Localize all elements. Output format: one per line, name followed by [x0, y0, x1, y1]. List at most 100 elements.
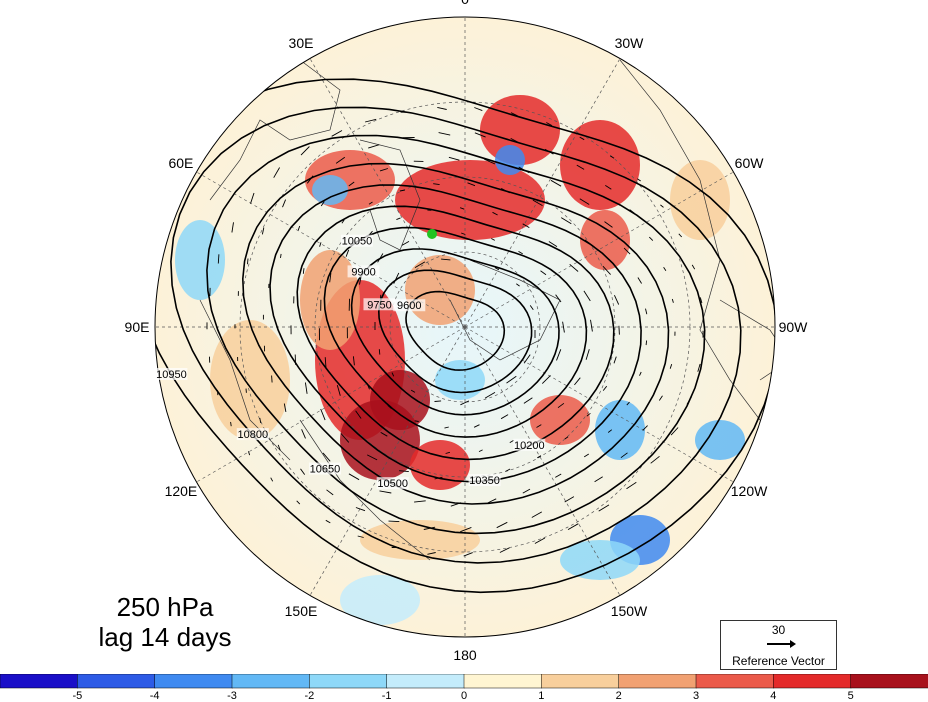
wind-vector — [523, 354, 531, 364]
wind-vector — [437, 106, 447, 110]
wind-vector — [585, 349, 590, 360]
wind-vector — [518, 166, 530, 174]
wind-vector — [461, 232, 466, 235]
wind-vector — [594, 476, 603, 483]
wind-vector — [540, 270, 547, 276]
wind-vector — [567, 523, 579, 530]
contour-label-bg — [468, 474, 501, 487]
wind-vector — [355, 507, 366, 512]
wind-vector — [556, 349, 562, 361]
wind-vectors — [206, 106, 704, 557]
longitude-label: 120E — [165, 483, 198, 499]
colorbar-tick-label: 2 — [615, 690, 622, 702]
wind-vector — [336, 384, 341, 396]
wind-vector — [399, 470, 409, 473]
wind-vector — [387, 405, 392, 409]
coastlines — [199, 59, 775, 561]
wind-vector — [380, 432, 388, 437]
contour-label: 10800 — [237, 429, 268, 441]
colorbar-tick-label: 5 — [847, 690, 854, 702]
contour-label: 10350 — [469, 475, 500, 487]
anomaly-patch — [530, 395, 590, 445]
wind-vector — [534, 537, 546, 544]
reference-vector-box: 30 Reference Vector — [720, 620, 837, 670]
contour-label-bg — [347, 265, 380, 278]
wind-vector — [379, 168, 389, 172]
wind-vector — [320, 201, 325, 207]
parallel-circle — [314, 176, 616, 478]
wind-vector — [444, 426, 449, 429]
wind-vector — [368, 230, 373, 236]
wind-vector — [391, 372, 395, 377]
wind-vector — [637, 178, 641, 182]
wind-vector — [626, 481, 637, 490]
anomaly-patch — [370, 370, 430, 430]
longitude-label: 120W — [731, 483, 768, 499]
wind-vector — [324, 357, 327, 370]
wind-vector — [669, 363, 673, 369]
anomaly-patch — [560, 540, 640, 580]
wind-vector — [671, 298, 674, 303]
wind-vector — [306, 175, 314, 184]
wind-vector — [396, 217, 401, 221]
wind-vector — [576, 164, 585, 170]
wind-vector — [510, 138, 521, 144]
meridian-line — [464, 326, 734, 483]
wind-vector — [691, 264, 696, 270]
wind-vector — [583, 453, 590, 458]
anomaly-patch — [560, 120, 640, 210]
contour-label: 9750 — [367, 299, 391, 311]
anomaly-patch — [175, 220, 225, 300]
wind-vector — [645, 308, 648, 315]
wind-vector — [445, 451, 451, 454]
wind-vector — [217, 254, 220, 264]
wind-vector — [541, 375, 551, 384]
reference-vector-value: 30 — [771, 623, 786, 637]
contour-label-bg — [363, 298, 396, 311]
wind-vector — [613, 295, 620, 305]
wind-vector — [660, 204, 664, 208]
contour-line — [155, 78, 775, 594]
wind-vector — [590, 319, 593, 332]
anomaly-patch — [312, 175, 348, 205]
coastline-segment — [359, 139, 421, 251]
wind-vector — [366, 454, 378, 461]
wind-vector — [620, 452, 628, 459]
anomaly-patch — [210, 320, 290, 440]
wind-vector — [629, 209, 635, 214]
wind-vector — [607, 429, 613, 433]
wind-vector — [434, 400, 442, 402]
wind-vector — [605, 185, 612, 190]
anomaly-patch — [405, 255, 475, 325]
wind-vector — [487, 498, 497, 504]
wind-vector — [459, 207, 465, 210]
wind-vector — [414, 420, 419, 422]
wind-vector — [414, 261, 426, 268]
lag-title: lag 14 days — [98, 622, 232, 652]
wind-vector — [574, 377, 581, 386]
wind-vector — [388, 520, 400, 523]
contour-label: 10500 — [377, 478, 408, 490]
wind-vector — [319, 242, 322, 247]
pressure-level-title: 250 hPa — [116, 592, 214, 622]
wind-vector — [699, 297, 703, 304]
wind-vector — [271, 375, 273, 383]
wind-vector — [248, 451, 251, 456]
wind-vector — [560, 217, 572, 225]
colorbar-swatch — [386, 674, 465, 689]
meridian-line — [196, 171, 466, 328]
longitude-label: 30E — [289, 35, 314, 51]
wind-vector — [433, 183, 440, 186]
colorbar-tick-label: -3 — [227, 690, 237, 702]
meridian-line — [464, 326, 621, 596]
wind-vector — [261, 227, 265, 235]
wind-vector — [523, 397, 533, 404]
wind-vector — [678, 233, 683, 238]
wind-vector — [663, 266, 667, 272]
wind-vector — [434, 476, 443, 480]
wind-vector — [499, 547, 510, 553]
wind-vector — [322, 452, 331, 462]
wind-vector — [368, 201, 373, 205]
wind-vector — [325, 519, 331, 524]
colorbar-tick-label: 1 — [538, 690, 545, 702]
